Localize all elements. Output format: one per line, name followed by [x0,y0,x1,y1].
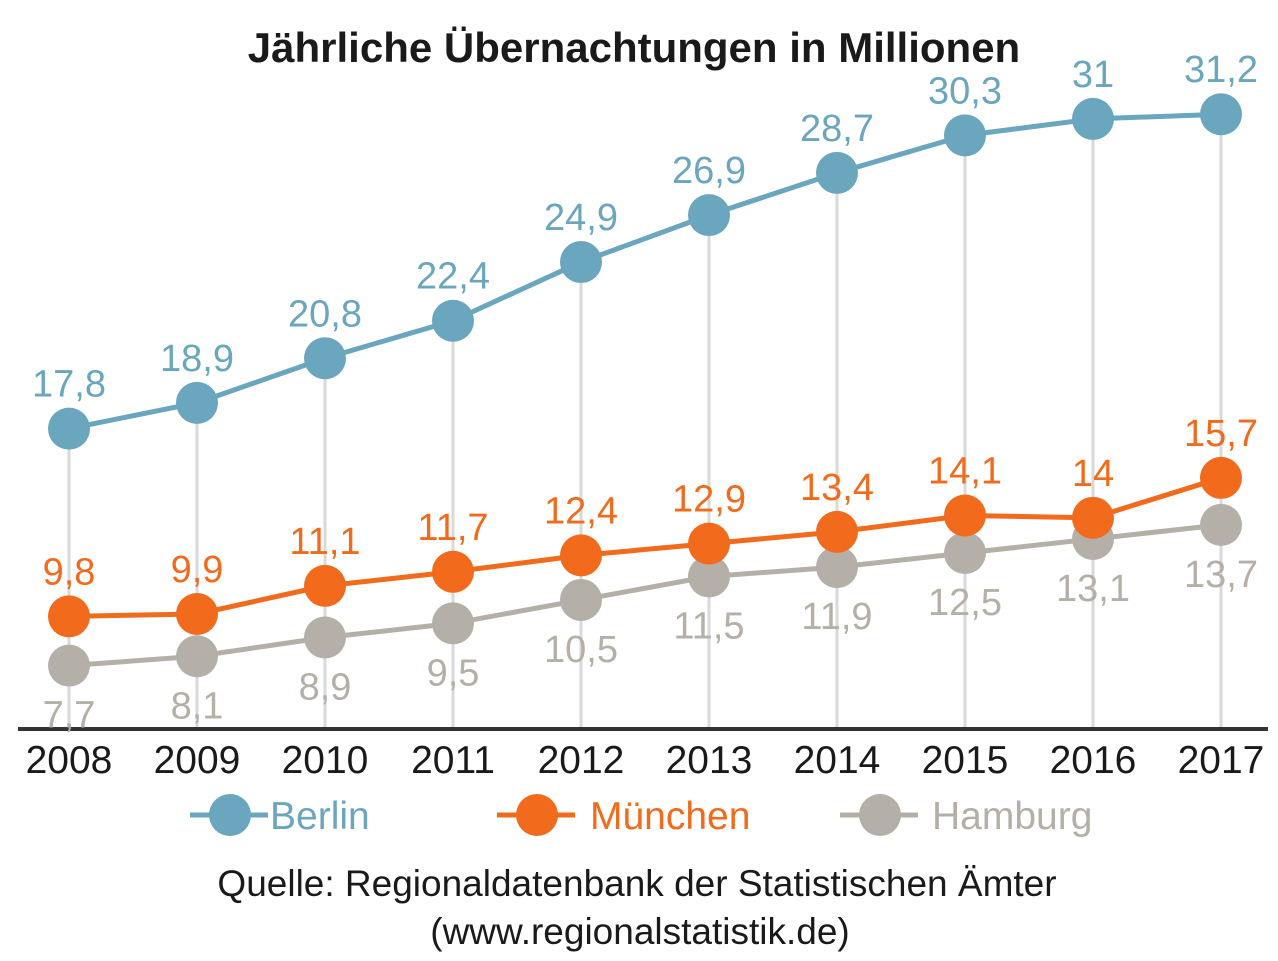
grid-lines [67,114,1223,729]
data-point-hamburg-2015 [944,532,986,575]
data-point-berlin-2009 [176,381,218,424]
data-label-berlin-2012: 24,9 [544,197,618,239]
data-point-berlin-2013 [688,194,730,237]
data-label-münchen-2008: 9,8 [43,551,96,593]
data-label-hamburg-2011: 9,5 [427,652,480,694]
data-label-hamburg-2012: 10,5 [544,629,618,671]
x-tick-labels: 2008 2009 2010 2011 2012 2013 2014 2015 2016 2017 [26,739,1265,782]
data-point-hamburg-2010 [304,616,346,659]
data-point-münchen-2010 [304,564,346,607]
data-point-münchen-2009 [176,593,218,636]
data-point-münchen-2013 [688,522,730,565]
source-line-2: (www.regionalstatistik.de) [430,911,849,952]
data-point-berlin-2011 [432,299,474,342]
x-tick-2014: 2014 [794,739,881,782]
x-tick-2013: 2013 [666,739,753,782]
data-label-münchen-2010: 11,1 [289,521,360,563]
data-label-hamburg-2014: 11,9 [801,596,872,638]
data-point-berlin-2015 [944,114,986,157]
legend-marker-hamburg [859,794,901,836]
x-tick-2010: 2010 [282,739,369,782]
data-label-berlin-2011: 22,4 [416,256,490,298]
series-lines: 7,7 8,1 8,9 9,510,511,5 11,9 12,5 13,1 13,79,8 9… [32,49,1258,736]
legend-label-hamburg: Hamburg [932,795,1092,838]
data-label-münchen-2016: 14 [1072,453,1114,495]
data-label-berlin-2013: 26,9 [672,150,746,192]
series-hamburg: 7,7 8,1 8,9 9,5 10,5 11,5 11,9 12,5 13,1 13,7 [43,503,1258,737]
data-label-berlin-2014: 28,7 [800,108,874,150]
data-label-hamburg-2009: 8,1 [171,685,224,727]
data-point-berlin-2012 [560,241,602,284]
legend-label-münchen: München [590,795,750,838]
data-point-münchen-2008 [48,595,90,638]
data-point-berlin-2010 [304,337,346,380]
legend-marker-münchen [516,794,558,836]
data-label-hamburg-2016: 13,1 [1056,568,1130,610]
data-label-münchen-2009: 9,9 [171,549,224,591]
data-point-hamburg-2012 [560,578,602,621]
data-label-hamburg-2015: 12,5 [928,582,1002,624]
data-point-berlin-2016 [1072,97,1114,140]
data-point-münchen-2012 [560,534,602,577]
data-label-münchen-2011: 11,7 [417,507,488,549]
data-label-berlin-2017: 31,2 [1184,49,1258,91]
data-point-hamburg-2009 [176,635,218,678]
data-point-berlin-2017 [1200,93,1242,136]
source-line-1: Quelle: Regionaldatenbank der Statistisc… [217,863,1056,904]
data-point-hamburg-2017 [1200,503,1242,546]
data-label-hamburg-2013: 11,5 [673,605,744,647]
data-label-berlin-2015: 30,3 [928,70,1002,112]
data-point-hamburg-2013 [688,555,730,598]
x-tick-2016: 2016 [1050,739,1137,782]
data-point-münchen-2014 [816,510,858,553]
data-point-hamburg-2011 [432,602,474,645]
data-label-hamburg-2008: 7,7 [43,695,96,737]
data-label-berlin-2010: 20,8 [288,293,362,335]
data-label-berlin-2009: 18,9 [160,338,234,380]
data-label-münchen-2015: 14,1 [928,450,1002,492]
legend-marker-berlin [209,794,251,836]
data-label-berlin-2016: 31 [1072,54,1114,96]
x-tick-2008: 2008 [26,739,113,782]
data-point-hamburg-2014 [816,546,858,589]
x-tick-2011: 2011 [411,739,495,782]
series-berlin: 17,8 18,9 20,8 22,4 24,9 26,9 28,7 30,3 31 31,2 [32,49,1258,450]
data-point-berlin-2014 [816,151,858,194]
x-tick-2015: 2015 [922,739,1009,782]
x-tick-2017: 2017 [1178,739,1265,782]
series-münchen: 9,8 9,9 11,1 11,7 12,4 12,9 13,4 14,1 14 15,7 [43,413,1258,638]
data-label-münchen-2012: 12,4 [544,490,618,532]
chart-title: Jährliche Übernachtungen in Millionen [248,24,1020,71]
legend-label-berlin: Berlin [270,795,370,838]
legend-item-münchen: München [497,794,750,838]
series-line-hamburg [68,522,1222,669]
series-line-münchen [68,475,1222,619]
data-label-münchen-2014: 13,4 [800,467,874,509]
data-label-münchen-2013: 12,9 [672,479,746,521]
data-point-hamburg-2008 [48,644,90,687]
series-line-berlin [68,111,1222,432]
legend-item-hamburg: Hamburg [840,794,1092,838]
data-point-münchen-2015 [944,494,986,537]
x-tick-2009: 2009 [154,739,241,782]
data-label-hamburg-2017: 13,7 [1184,554,1258,596]
data-point-münchen-2017 [1200,456,1242,499]
data-point-münchen-2016 [1072,496,1114,539]
legend: Berlin München Hamburg [190,794,1092,838]
data-label-münchen-2017: 15,7 [1184,413,1258,455]
x-tick-2012: 2012 [538,739,625,782]
data-point-berlin-2008 [48,407,90,450]
data-point-münchen-2011 [432,550,474,593]
data-label-hamburg-2010: 8,9 [299,666,352,708]
data-label-berlin-2008: 17,8 [32,364,106,406]
legend-item-berlin: Berlin [190,794,370,838]
